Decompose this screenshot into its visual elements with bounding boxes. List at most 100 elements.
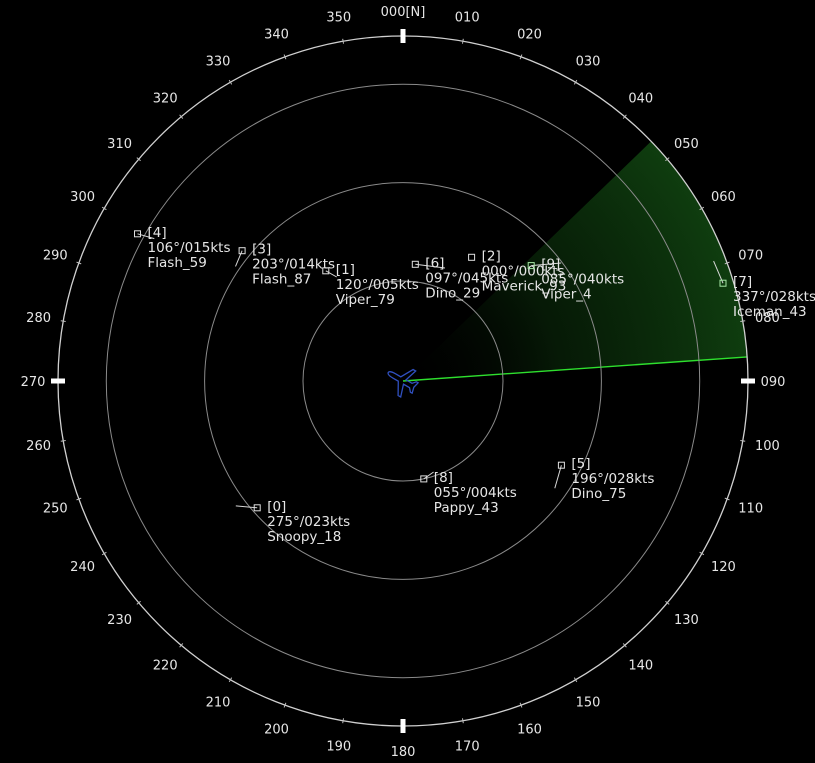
bearing-label: 180 (391, 745, 416, 760)
tick-minor (740, 320, 746, 322)
bearing-label: 270 (21, 375, 46, 390)
bearing-label: 350 (326, 11, 351, 26)
range-ring (302, 280, 504, 482)
target-speed: 085°/040kts (541, 272, 624, 288)
bearing-label: 130 (674, 613, 699, 628)
bearing-label: 110 (738, 502, 763, 517)
target-marker[interactable] (468, 253, 476, 261)
target-id: [6] (425, 255, 444, 271)
ownship (387, 368, 420, 398)
target-id: [7] (733, 274, 752, 290)
airplane-icon (387, 368, 420, 398)
target-callsign: Flash_87 (252, 272, 311, 288)
tick-minor (136, 157, 141, 162)
target-marker[interactable] (527, 262, 535, 270)
target-speed: 120°/005kts (336, 277, 419, 293)
tick-minor (573, 677, 578, 683)
bearing-label: 070 (738, 249, 763, 264)
bearing-label: 000[N] (381, 5, 426, 20)
bearing-label: 050 (674, 137, 699, 152)
bearing-label: 090 (761, 375, 786, 390)
velocity-vector (325, 270, 337, 278)
range-ring (105, 83, 701, 679)
bearing-label: 240 (70, 560, 95, 575)
bearing-label: 300 (70, 190, 95, 205)
tick-minor (665, 600, 670, 605)
tick-minor (101, 551, 107, 556)
velocity-vector (531, 262, 562, 267)
target-marker[interactable] (420, 475, 428, 483)
tick-minor (622, 114, 627, 119)
tick-minor (283, 702, 287, 708)
target-id: [8] (434, 470, 453, 486)
bearing-label: 310 (107, 137, 132, 152)
target-speed: 196°/028kts (571, 471, 654, 487)
bearing-label: 030 (576, 55, 601, 70)
target-id: [2] (482, 248, 501, 264)
bearing-label: 100 (755, 439, 780, 454)
velocity-vector (713, 260, 724, 284)
tick-minor (179, 643, 184, 648)
bearing-label: 140 (628, 658, 653, 673)
velocity-vector (235, 505, 258, 509)
bearing-label: 170 (455, 739, 480, 754)
target-callsign: Dino_75 (571, 486, 626, 502)
tick-minor (740, 440, 746, 442)
target-callsign: Pappy_43 (434, 500, 499, 516)
velocity-vector (423, 471, 434, 480)
bearing-label: 200 (264, 723, 289, 738)
target-id: [3] (252, 242, 271, 258)
target-marker[interactable] (238, 247, 246, 255)
target-id: [1] (336, 262, 355, 278)
target-callsign: Flash_59 (148, 255, 207, 271)
compass-ticks (51, 29, 755, 733)
tick-minor (342, 38, 344, 44)
tick-minor (342, 718, 344, 724)
bearing-label: 160 (517, 723, 542, 738)
velocity-vector (554, 465, 562, 489)
bearing-label: 080 (755, 311, 780, 326)
target-marker[interactable] (719, 279, 727, 287)
bearing-label: 010 (455, 11, 480, 26)
tick-minor (76, 497, 82, 501)
tick-minor (228, 677, 233, 683)
tick-minor (179, 114, 184, 119)
target-marker[interactable] (411, 260, 419, 268)
target-marker[interactable] (134, 230, 141, 238)
tick-minor (699, 206, 705, 211)
tick-minor (622, 643, 627, 648)
compass-labels: 000[N] 010 020 030 040 050 060 070 080 090 100 110 1… (21, 5, 786, 760)
bearing-label: 320 (153, 92, 178, 107)
range-ring (204, 182, 602, 580)
target-marker[interactable] (253, 504, 261, 512)
target-marker[interactable] (557, 461, 565, 469)
bearing-label: 020 (517, 27, 542, 42)
tick-minor (462, 38, 464, 44)
bearing-label: 150 (576, 695, 601, 710)
bearing-label: 230 (107, 613, 132, 628)
target-marker[interactable] (322, 267, 330, 275)
target-speed: 337°/028kts (733, 289, 815, 305)
tick-minor (60, 440, 66, 442)
bearing-label: 280 (26, 311, 51, 326)
target-speed: 275°/023kts (267, 514, 350, 530)
tick-minor (283, 54, 287, 60)
tick-minor (519, 702, 523, 708)
tick-minor (60, 320, 66, 322)
target-id: [0] (267, 499, 286, 515)
tick-minor (699, 551, 705, 556)
bearing-label: 060 (711, 190, 736, 205)
tick-minor (573, 79, 578, 85)
